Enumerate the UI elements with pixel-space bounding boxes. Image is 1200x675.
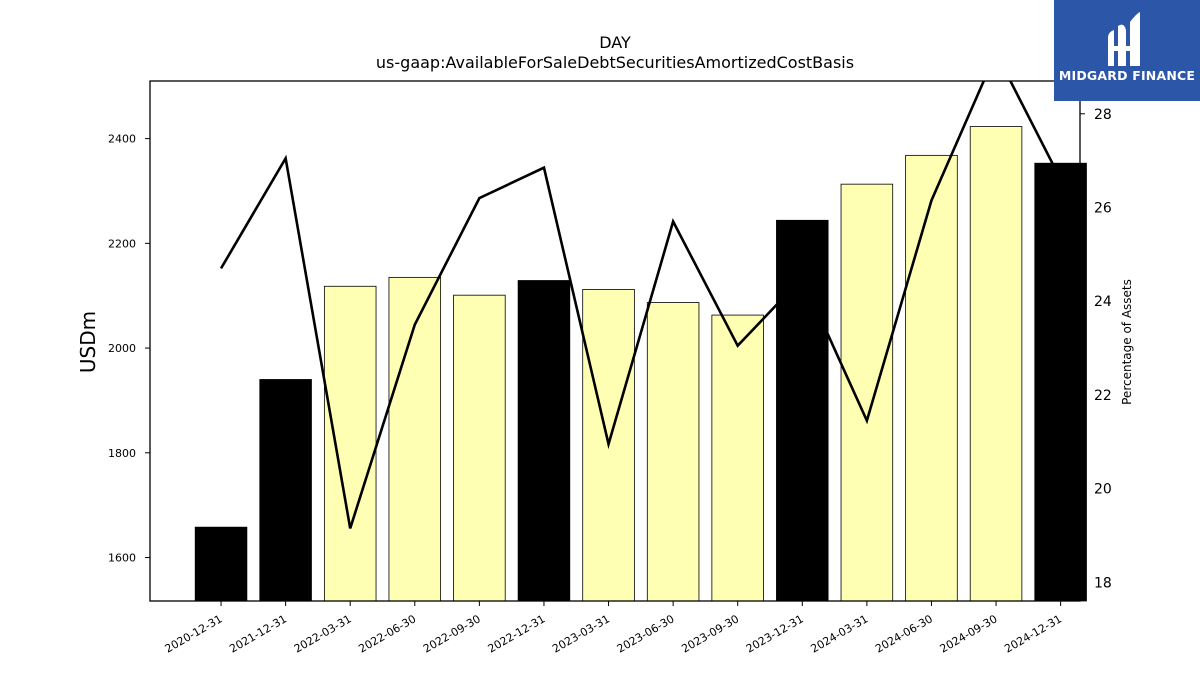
bar: [840, 183, 894, 602]
x-tick-label: 2024-12-31: [1002, 612, 1064, 655]
y-left-tick-label: 2200: [108, 237, 136, 250]
bar: [969, 126, 1023, 602]
bar: [259, 379, 312, 602]
x-tick-label: 2021-12-31: [227, 612, 289, 655]
chart-subtitle: us-gaap:AvailableForSaleDebtSecuritiesAm…: [376, 53, 854, 72]
logo-text: MIDGARD FINANCE: [1058, 68, 1196, 83]
x-tick-label: 2023-09-30: [679, 612, 741, 655]
x-tick-label: 2022-09-30: [421, 612, 483, 655]
bar: [388, 276, 442, 602]
y-axis-left-label: USDm: [76, 311, 100, 373]
y-left-tick-label: 2400: [108, 133, 136, 146]
line-series: [219, 81, 1062, 529]
x-tick-label: 2024-09-30: [938, 612, 1000, 655]
bar: [1034, 162, 1087, 602]
x-tick-label: 2022-03-31: [292, 612, 354, 655]
x-tick-label: 2022-06-30: [356, 612, 418, 655]
bar: [323, 285, 377, 602]
percentage-line: [219, 81, 1062, 529]
y-right-tick-label: 22: [1094, 388, 1112, 404]
y-left-tick-label: 2000: [108, 342, 136, 355]
x-tick-label: 2023-12-31: [744, 612, 806, 655]
chart-title: DAY: [599, 33, 631, 52]
x-tick-label: 2024-06-30: [873, 612, 935, 655]
bar: [905, 154, 958, 602]
brand-logo: MIDGARD FINANCE: [1054, 0, 1200, 101]
bar-series: [194, 126, 1087, 602]
plot-frame: [149, 80, 1081, 602]
x-tick-label: 2023-06-30: [615, 612, 677, 655]
bar: [711, 314, 764, 602]
bar: [194, 526, 248, 602]
y-right-tick-label: 28: [1094, 107, 1112, 123]
y-right-tick-label: 20: [1094, 482, 1112, 498]
x-tick-label: 2024-03-31: [809, 612, 871, 655]
y-right-tick-label: 18: [1094, 575, 1112, 591]
midgard-logo-icon: [1108, 12, 1140, 67]
y-axis-right-label: Percentage of Assets: [1120, 279, 1134, 405]
bar: [453, 294, 506, 602]
y-right-tick-label: 26: [1094, 200, 1112, 216]
y-left-tick-label: 1600: [108, 552, 136, 565]
y-left-tick-label: 1800: [108, 447, 136, 460]
bar: [517, 280, 571, 602]
x-tick-label: 2020-12-31: [163, 612, 225, 655]
x-tick-label: 2023-03-31: [550, 612, 612, 655]
bar: [776, 219, 829, 602]
bar: [646, 302, 700, 602]
x-tick-label: 2022-12-31: [486, 612, 548, 655]
y-right-tick-label: 24: [1094, 294, 1112, 310]
